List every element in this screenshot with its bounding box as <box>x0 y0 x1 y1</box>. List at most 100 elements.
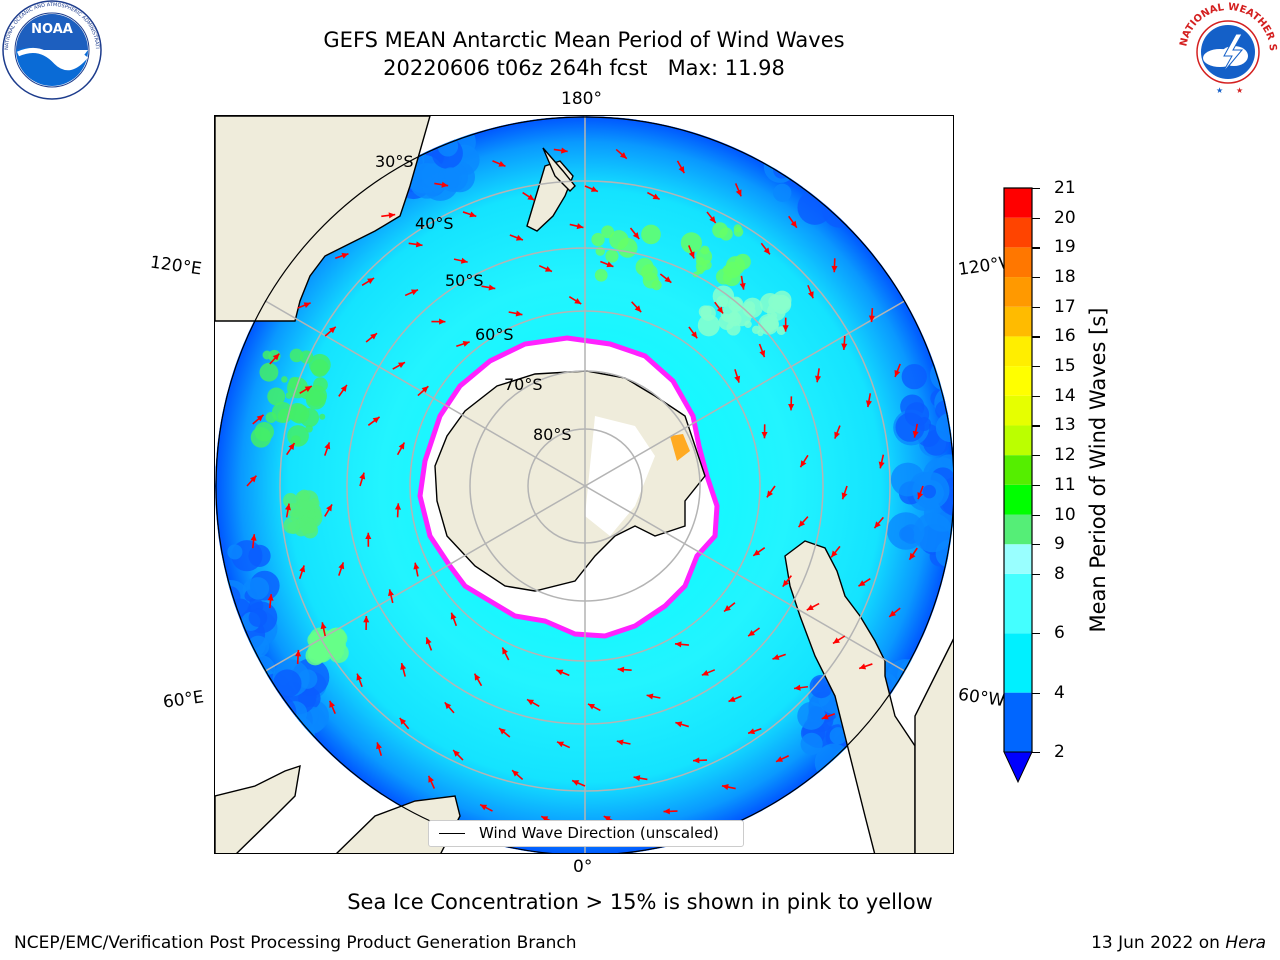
wind-wave-arrow <box>788 396 795 411</box>
low-period-patch <box>838 164 859 184</box>
colorbar-band-6 <box>1004 455 1032 485</box>
wind-wave-arrow <box>365 532 372 547</box>
lat-label-50: 50°S <box>445 271 484 290</box>
wind-wave-arrow <box>831 258 838 273</box>
low-period-patch <box>877 201 895 219</box>
low-period-patch <box>888 163 925 200</box>
high-period-patch <box>289 404 310 424</box>
wind-wave-arrow <box>584 185 599 193</box>
wind-wave-arrow <box>646 693 661 700</box>
high-period-patch <box>695 260 708 273</box>
low-period-patch <box>253 675 267 689</box>
wind-wave-arrow <box>408 241 423 248</box>
wind-wave-arrow <box>450 612 458 627</box>
wind-wave-arrow <box>878 454 885 469</box>
wind-wave-arrow <box>782 575 793 588</box>
wind-wave-arrow <box>894 363 901 378</box>
low-period-patch <box>873 185 902 215</box>
wind-wave-arrow <box>659 273 672 284</box>
wind-wave-arrow <box>706 211 717 224</box>
lon-label-60e: 60°E <box>161 687 206 713</box>
low-period-patch <box>901 363 927 390</box>
high-period-patch <box>259 362 279 382</box>
graticule <box>215 116 953 853</box>
wind-wave-arrow <box>797 516 809 528</box>
colorbar-band-8 <box>1004 395 1032 426</box>
high-period-patch <box>719 227 733 241</box>
lon-label-120e: 120°E <box>148 252 203 280</box>
low-period-patch <box>259 701 282 724</box>
wind-wave-arrow <box>688 245 695 259</box>
low-period-patch <box>868 163 903 198</box>
high-period-patch <box>680 232 702 254</box>
colorbar-band-7 <box>1004 425 1032 456</box>
wind-wave-arrow <box>396 442 406 456</box>
colorbar-tick-label: 11 <box>1054 474 1076 495</box>
low-period-patch <box>265 708 280 723</box>
wind-wave-arrow <box>298 565 306 579</box>
low-period-patch <box>888 166 923 202</box>
low-period-patch <box>913 174 943 204</box>
wind-wave-arrow <box>501 647 510 661</box>
wind-wave-arrow <box>747 627 760 637</box>
high-period-patch <box>605 249 619 263</box>
wind-wave-arrow <box>511 769 524 781</box>
wind-wave-arrow <box>782 317 789 332</box>
low-period-patch <box>249 703 262 716</box>
colorbar-tick-mark <box>1032 752 1040 754</box>
low-period-patch <box>215 628 219 641</box>
lat-label-70: 70°S <box>504 375 543 394</box>
low-period-patch <box>917 416 932 432</box>
wind-wave-arrow <box>324 504 333 517</box>
wind-wave-arrow <box>912 423 919 438</box>
low-period-patch <box>239 687 277 725</box>
high-period-patch <box>697 314 720 337</box>
low-period-patch <box>869 157 902 190</box>
low-period-patch <box>847 156 862 171</box>
high-period-patch <box>635 257 654 277</box>
high-period-patch <box>776 326 786 336</box>
wind-wave-arrow <box>788 215 798 229</box>
low-period-patch <box>852 189 883 220</box>
legend-line-icon <box>439 833 465 834</box>
wind-wave-arrow <box>361 277 375 286</box>
wind-wave-arrow <box>427 775 436 789</box>
forecast-run: 20220606 t06z 264h fcst <box>383 56 648 80</box>
low-period-patch <box>238 681 278 721</box>
high-period-patch <box>283 517 301 534</box>
high-period-patch <box>744 320 752 328</box>
colorbar-tick-mark <box>1032 306 1040 308</box>
wind-wave-arrow <box>728 695 742 703</box>
low-period-patch <box>833 188 867 221</box>
low-period-patch <box>224 644 241 661</box>
low-period-patch <box>273 669 302 698</box>
low-period-patch <box>829 727 847 745</box>
wind-wave-arrow <box>356 673 363 688</box>
noaa-logo-icon: NOAA NATIONAL OCEANIC AND ATMOSPHERIC AD… <box>0 0 104 104</box>
wind-wave-arrow <box>299 385 313 394</box>
wind-wave-arrow <box>250 534 257 549</box>
low-period-patch <box>227 544 243 560</box>
colorbar-tick-label: 18 <box>1054 267 1076 288</box>
wind-wave-arrow <box>865 393 872 408</box>
wind-wave-arrow <box>417 385 429 397</box>
wind-wave-arrow <box>663 808 678 815</box>
wind-wave-arrow <box>734 183 742 197</box>
wind-wave-arrow <box>431 318 446 325</box>
colorbar-band-10 <box>1004 336 1032 367</box>
low-period-patch <box>241 697 256 711</box>
wind-wave-arrow <box>404 289 419 297</box>
colorbar-tick-label: 12 <box>1054 445 1076 466</box>
low-period-patch <box>773 183 792 202</box>
wind-wave-arrow <box>752 547 766 557</box>
colorbar-tick-mark <box>1032 188 1040 190</box>
wind-wave-arrow <box>633 775 648 782</box>
low-period-patch <box>873 192 910 229</box>
wind-wave-arrow <box>806 602 820 611</box>
colorbar-tick-label: 16 <box>1054 326 1076 347</box>
wind-wave-arrow <box>793 684 809 691</box>
high-period-patch <box>609 230 629 250</box>
colorbar-band-14 <box>1004 217 1032 248</box>
high-period-patch <box>285 392 293 399</box>
wind-wave-arrow <box>868 308 875 323</box>
